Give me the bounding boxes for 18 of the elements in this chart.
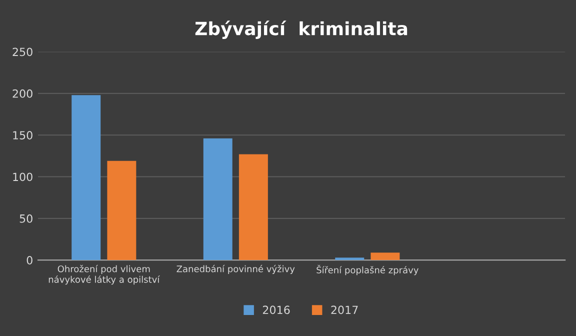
y-tick-label: 250 xyxy=(12,48,32,56)
x-tick-label: Ohrožení pod vlivem návykové látky a opilství xyxy=(48,264,160,285)
y-tick-label: 150 xyxy=(13,131,32,140)
x-tick-label: Šíření poplašné zprávy xyxy=(316,264,418,276)
y-tick-label: 0 xyxy=(26,256,32,264)
bar xyxy=(238,154,268,260)
legend-label: 2016 xyxy=(262,306,290,314)
y-tick-label: 200 xyxy=(12,89,32,98)
bar xyxy=(335,258,364,260)
legend-label: 2017 xyxy=(331,306,358,314)
y-tick-label: 50 xyxy=(20,214,32,223)
x-tick-label: Zanedbání povinné výživy xyxy=(176,264,295,274)
y-tick-label: 100 xyxy=(13,172,32,182)
chart-title: Zbývající kriminalita xyxy=(195,20,408,39)
bar xyxy=(107,160,136,260)
bar xyxy=(203,138,232,260)
bar xyxy=(370,252,400,260)
bar xyxy=(72,95,101,260)
